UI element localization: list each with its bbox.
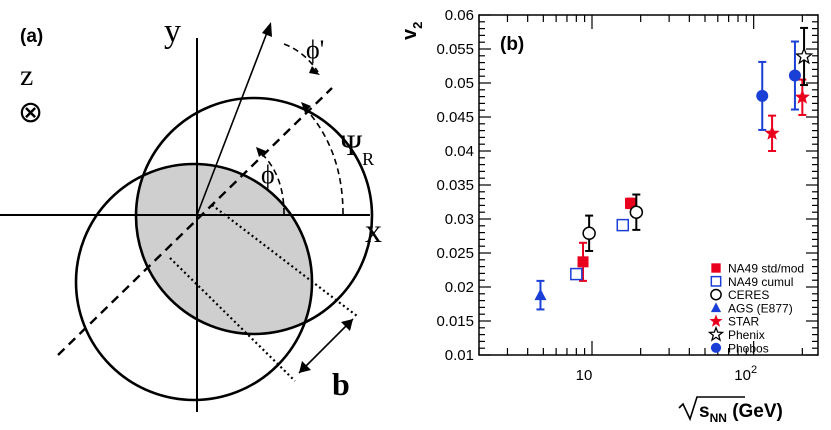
y-tick-label: 0.045 [436, 109, 474, 126]
x-axis-title-main: s [699, 401, 710, 422]
y-axis-label: y [164, 13, 181, 50]
impact-dotted-line-lower [169, 257, 296, 382]
x-tick-labels: 10 102 [576, 364, 757, 384]
data-point [616, 218, 630, 232]
data-point [534, 288, 547, 301]
x-tick-label: 102 [734, 364, 757, 384]
legend-label: NA49 cumul [728, 275, 793, 289]
phi-label: ϕ [261, 160, 275, 189]
collision-diagram: (a) y x z ⊗ ϕ' ϕ ΨR b [0, 13, 382, 412]
phi-prime-label: ϕ' [306, 35, 324, 64]
data-point [756, 89, 769, 102]
data-point [794, 46, 814, 65]
psi-subscript: R [362, 149, 374, 169]
y-tick-labels: 0.01 0.015 0.02 0.025 0.03 0.035 0.04 0.045 0.05… [436, 7, 474, 364]
data-point [577, 256, 589, 268]
legend-marker [707, 325, 725, 342]
legend-label: AGS (E877) [728, 301, 793, 315]
reaction-plane-line [57, 87, 333, 356]
phi-prime-arc [283, 43, 319, 73]
phi-arc-head [256, 147, 266, 157]
data-points [534, 26, 814, 311]
impact-dotted-line-upper [211, 204, 358, 317]
z-axis-label: z [20, 59, 33, 92]
data-point [629, 205, 644, 219]
psi-symbol: Ψ [340, 129, 363, 162]
data-point [794, 89, 810, 104]
psi-arc-head [301, 102, 311, 113]
axis-ticks [478, 14, 818, 356]
particle-direction-arrow [196, 29, 269, 216]
y-tick-label: 0.04 [445, 143, 474, 160]
legend-marker [710, 342, 722, 353]
legend-marker [709, 314, 723, 327]
legend-label: Phenix [728, 328, 765, 342]
y-tick-label: 0.03 [445, 211, 474, 228]
z-into-page-icon: ⊗ [18, 96, 43, 129]
y-tick-label: 0.06 [445, 7, 474, 24]
legend-label: NA49 std/mod [728, 262, 804, 276]
x-axis-label: x [365, 213, 382, 250]
phi-prime-arc-head [309, 66, 320, 75]
impact-arrow-line [298, 318, 354, 374]
y-axis-title-main: v [399, 28, 421, 40]
legend-label: STAR [728, 315, 759, 329]
sqrt-symbol [678, 396, 745, 422]
psi-arc [304, 107, 344, 215]
impact-arrow-head-upper [341, 319, 353, 331]
y-tick-label: 0.025 [436, 245, 474, 262]
y-tick-label: 0.02 [445, 279, 474, 296]
impact-parameter-label: b [332, 366, 350, 402]
legend-marker [710, 288, 722, 301]
data-point [582, 226, 596, 241]
y-tick-label: 0.01 [445, 347, 474, 364]
y-axis-title: v2 [399, 22, 425, 40]
impact-arrow-head-lower [299, 361, 311, 373]
data-point [764, 125, 780, 140]
particle-arrow-head [262, 22, 272, 37]
x-axis-title: sNN (GeV) [699, 401, 783, 425]
y-tick-label: 0.055 [436, 41, 474, 58]
panel-b-label: (b) [500, 34, 524, 55]
legend-marker [711, 263, 721, 273]
data-point [788, 69, 801, 82]
y-axis-title-sub: 2 [410, 22, 425, 29]
v2-chart: 0.01 0.015 0.02 0.025 0.03 0.035 0.04 0.045 0.05… [399, 7, 819, 425]
legend-marker [710, 275, 722, 287]
legend-label: Phobos [728, 341, 769, 355]
panel-a-label: (a) [20, 26, 43, 47]
x-tick-label: 10 [576, 367, 593, 384]
data-point [570, 267, 583, 281]
legend-label: CERES [728, 288, 769, 302]
x-axis-title-unit: (GeV) [727, 401, 783, 422]
y-tick-label: 0.035 [436, 177, 474, 194]
psi-label: ΨR [340, 129, 374, 169]
y-tick-label: 0.05 [445, 75, 474, 92]
legend-marker [710, 302, 722, 313]
data-point [624, 197, 636, 209]
phi-arc [260, 152, 285, 215]
y-tick-label: 0.015 [436, 313, 474, 330]
x-axis-title-sub: NN [710, 411, 727, 425]
